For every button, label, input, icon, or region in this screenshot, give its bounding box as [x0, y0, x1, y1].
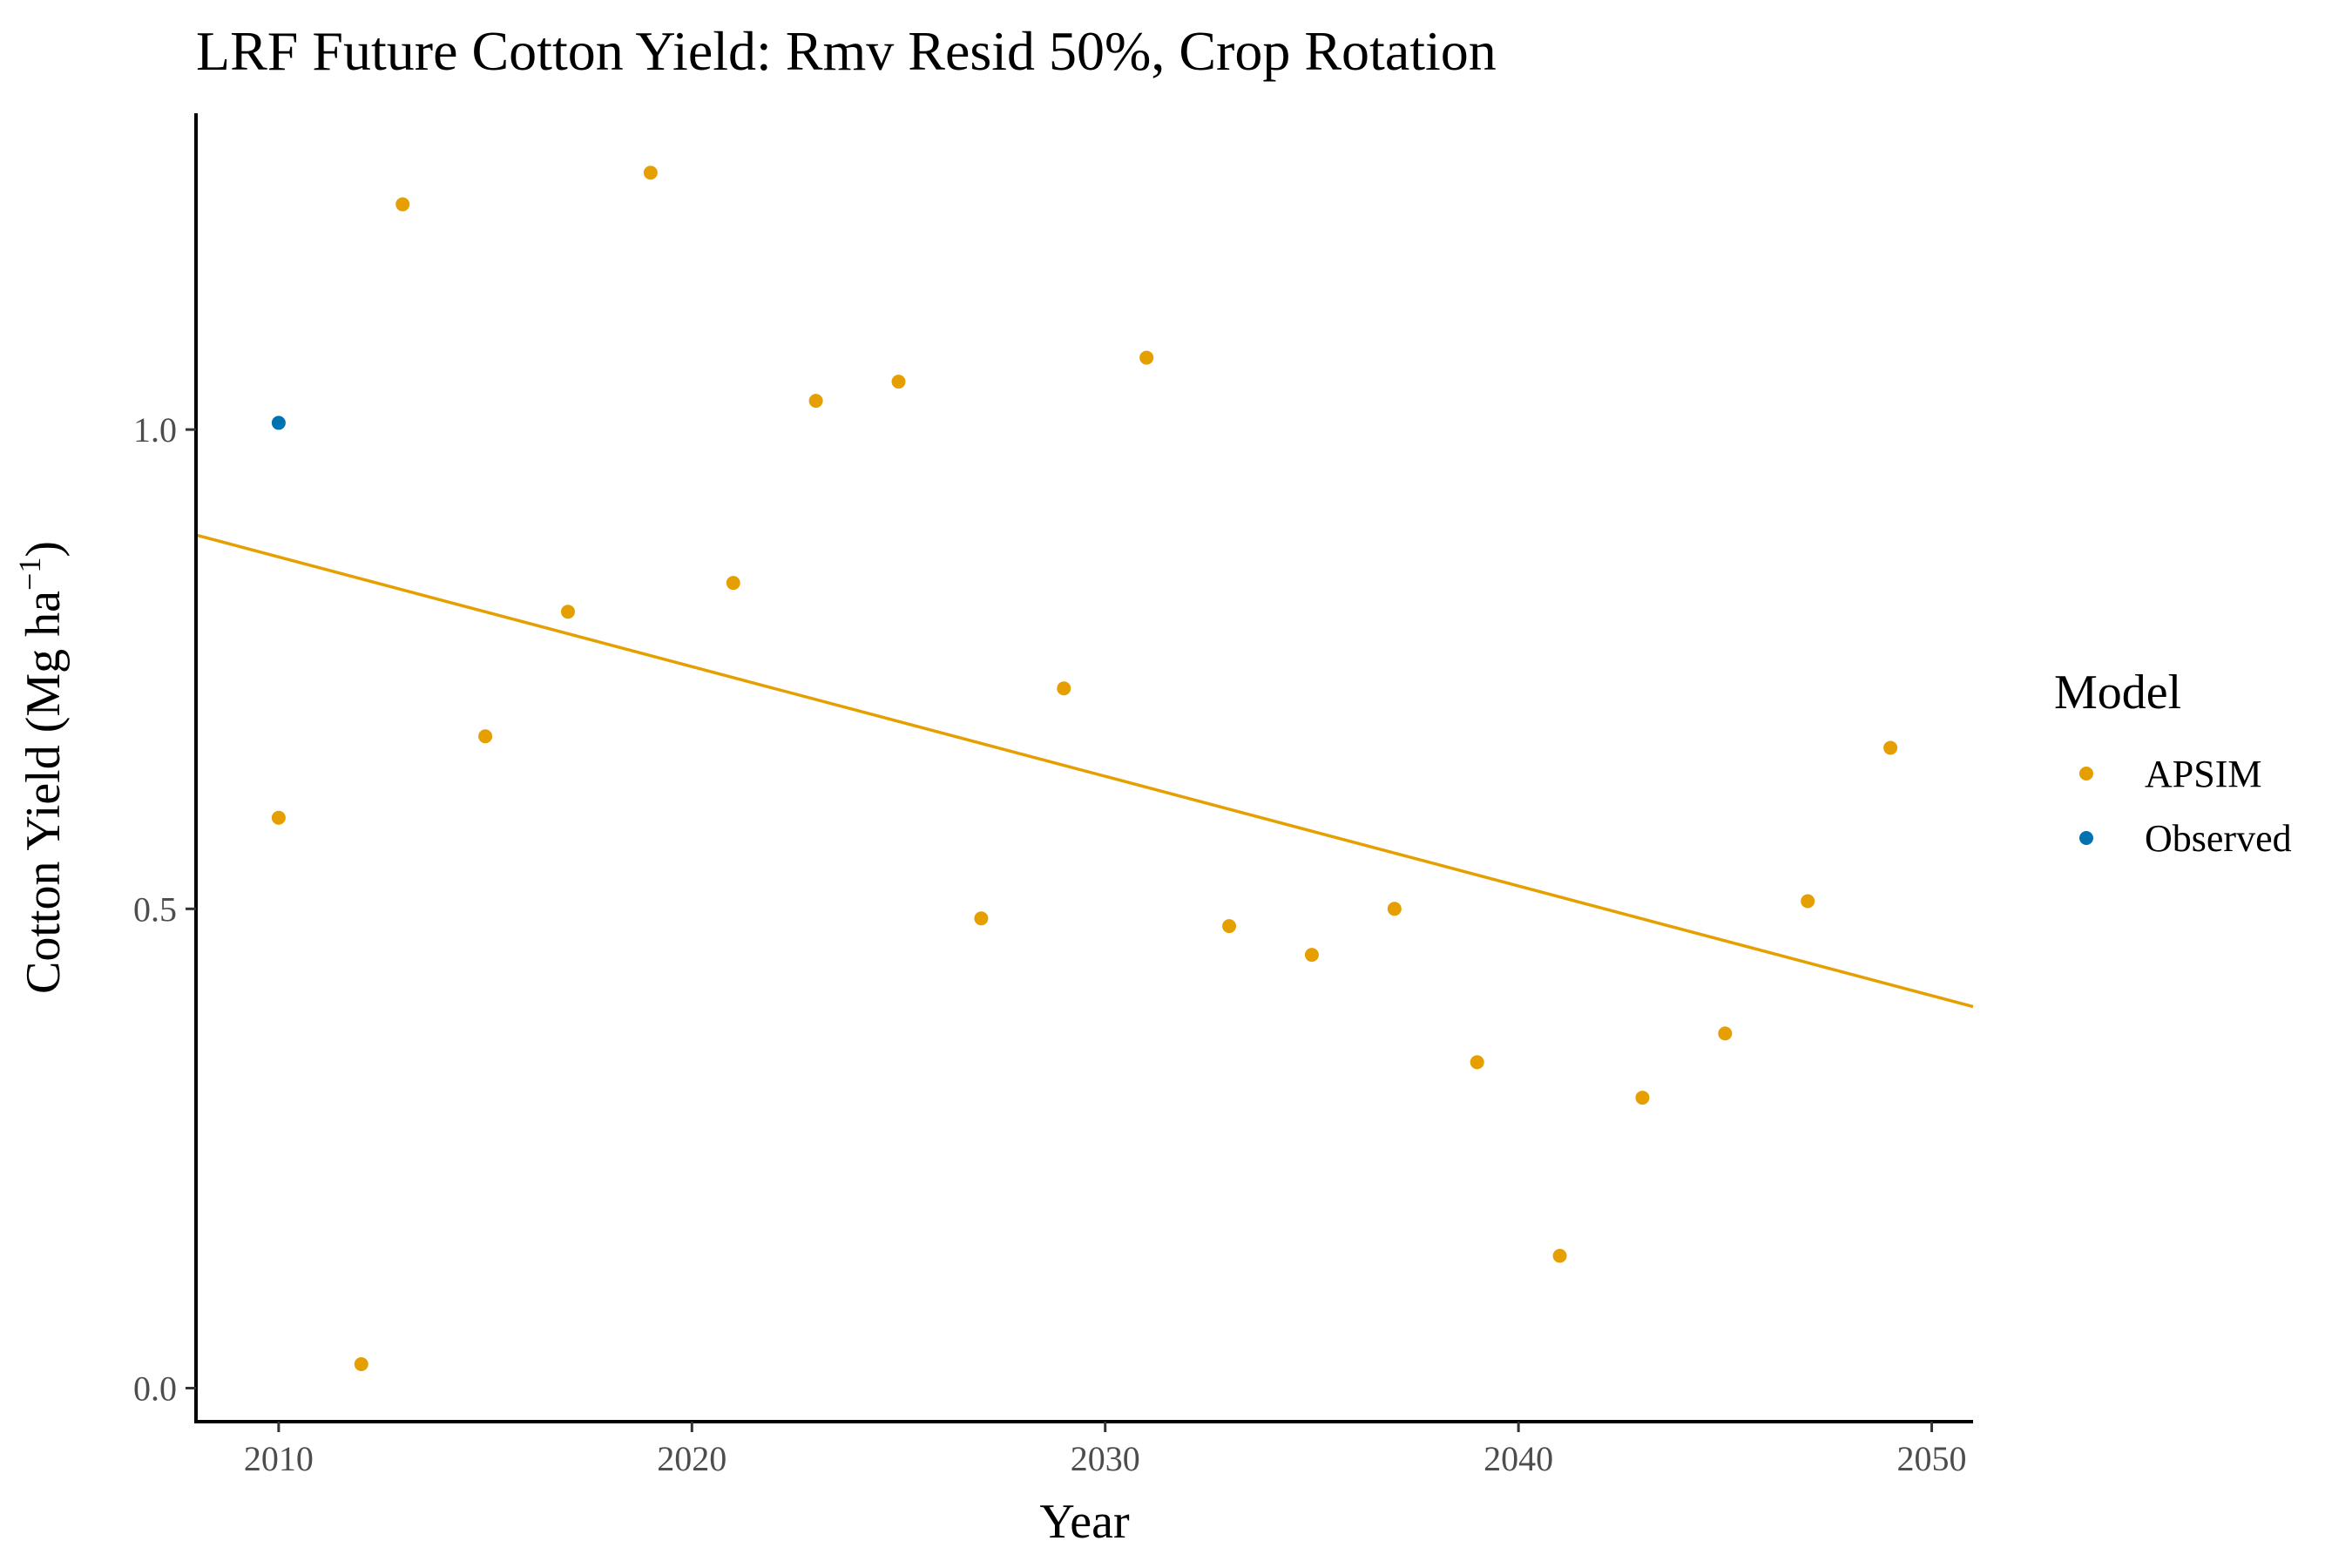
x-tick-label-2030: 2030: [1071, 1439, 1140, 1478]
x-ticks: 2010 2020 2030 2040 2050: [244, 1422, 1967, 1478]
y-tick-label-1: 0.5: [133, 889, 177, 929]
chart-title: LRF Future Cotton Yield: Rmv Resid 50%, …: [196, 20, 1497, 82]
legend-key-apsim: [2079, 767, 2093, 781]
y-ticks: 0.0 0.5 1.0: [133, 410, 196, 1408]
point-apsim-2033: [1222, 919, 1237, 934]
legend-label-apsim: APSIM: [2145, 753, 2262, 795]
point-apsim-2049: [1883, 740, 1898, 755]
point-observed-2010: [271, 416, 286, 430]
point-apsim-2027: [974, 911, 989, 926]
y-tick-label-2: 1.0: [133, 410, 177, 449]
point-apsim-2025: [891, 375, 906, 389]
point-apsim-2031: [1139, 350, 1154, 365]
trend-line: [195, 533, 1974, 1009]
point-apsim-2037: [1387, 902, 1402, 916]
x-tick-label-2040: 2040: [1484, 1439, 1553, 1478]
x-tick-label-2050: 2050: [1897, 1439, 1967, 1478]
legend-entry-apsim: APSIM: [2079, 753, 2262, 795]
legend: Model APSIM Observed: [2054, 666, 2292, 860]
point-apsim-2029: [1057, 681, 1071, 696]
legend-label-observed: Observed: [2145, 817, 2292, 860]
point-apsim-2019: [643, 166, 658, 180]
x-axis-title: Year: [1039, 1495, 1130, 1549]
point-apsim-2013: [395, 197, 410, 212]
x-tick-label-2010: 2010: [244, 1439, 314, 1478]
legend-entry-observed: Observed: [2079, 817, 2292, 860]
point-apsim-2012: [354, 1356, 368, 1371]
plot-area: 2010 2020 2030 2040 2050 0.0 0.5 1.0: [133, 113, 1974, 1478]
point-apsim-2039: [1470, 1055, 1484, 1070]
y-axis-title: Cotton Yield (Mg ha−1): [12, 541, 71, 994]
legend-title: Model: [2054, 666, 2181, 720]
point-apsim-2041: [1552, 1248, 1567, 1263]
point-apsim-2010: [271, 810, 286, 825]
point-apsim-2021: [726, 576, 740, 591]
y-axis-title-superscript: −1: [12, 558, 47, 591]
point-apsim-2017: [560, 605, 575, 619]
point-apsim-2045: [1718, 1026, 1733, 1041]
x-tick-label-2020: 2020: [657, 1439, 727, 1478]
y-tick-label-0: 0.0: [133, 1369, 177, 1408]
point-apsim-2023: [808, 394, 823, 409]
point-apsim-2043: [1635, 1091, 1650, 1105]
points-layer: [271, 166, 1898, 1371]
legend-key-observed: [2079, 831, 2093, 845]
point-apsim-2015: [478, 729, 493, 744]
y-axis-title-main: Cotton Yield (Mg ha: [17, 591, 71, 994]
point-apsim-2035: [1304, 948, 1319, 963]
y-axis-title-close: ): [17, 541, 71, 558]
trend-layer: [195, 533, 1974, 1009]
point-apsim-2047: [1801, 894, 1815, 909]
